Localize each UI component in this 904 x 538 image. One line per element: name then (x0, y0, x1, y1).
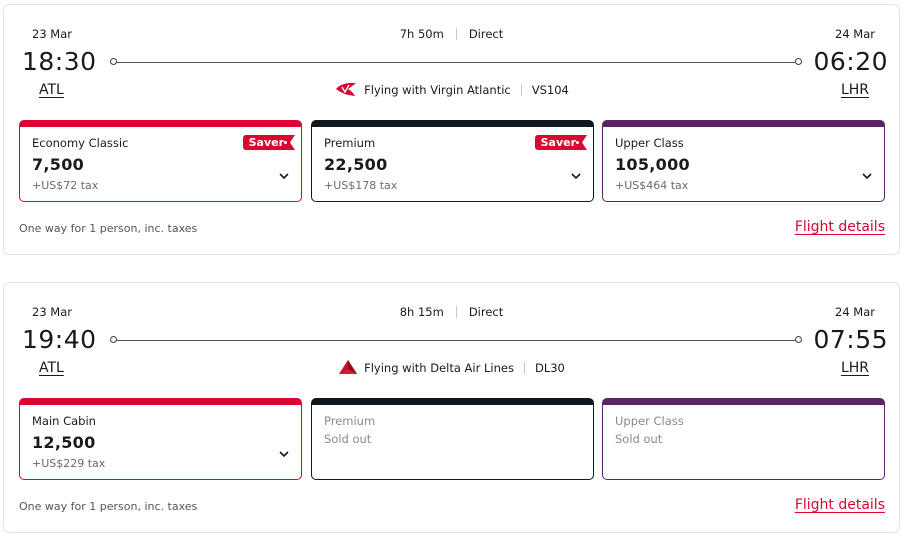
fare-premium: Premium Sold out (311, 398, 594, 480)
flight-details-link[interactable]: Flight details (794, 497, 885, 513)
chevron-down-icon[interactable] (277, 171, 291, 181)
departure-date: 23 Mar (32, 305, 72, 319)
divider (523, 362, 525, 374)
origin-dot (110, 58, 117, 65)
chevron-down-icon[interactable] (277, 449, 291, 459)
arrival-date: 24 Mar (835, 305, 875, 319)
divider (455, 306, 457, 318)
flight-details-link[interactable]: Flight details (794, 219, 885, 235)
fare-class-name: Upper Class (615, 414, 684, 428)
saver-badge: Saver (535, 135, 587, 150)
operator-info: Flying with Virgin Atlantic VS104 (4, 81, 899, 100)
fare-class-name: Premium (324, 414, 376, 428)
route-line (110, 336, 802, 343)
arrival-airport[interactable]: LHR (840, 82, 869, 98)
fare-tax: +US$464 tax (615, 179, 689, 192)
fare-class-name: Economy Classic (32, 136, 129, 150)
departure-airport[interactable]: ATL (39, 360, 64, 376)
fare-economy-classic[interactable]: Economy Classic Saver 7,500 +US$72 tax (19, 120, 302, 202)
flight-number: VS104 (531, 83, 569, 97)
sold-out-label: Sold out (615, 432, 663, 446)
saver-badge: Saver (243, 135, 295, 150)
fare-upper-class: Upper Class Sold out (602, 398, 885, 480)
fare-class-name: Premium (324, 136, 376, 150)
sold-out-label: Sold out (324, 432, 372, 446)
route-line (110, 58, 802, 65)
fare-footnote: One way for 1 person, inc. taxes (19, 222, 198, 235)
origin-dot (110, 336, 117, 343)
flight-summary: 8h 15m Direct (4, 305, 899, 319)
flight-card: 23 Mar 24 Mar 8h 15m Direct 19:40 07:55 A… (3, 282, 900, 533)
divider (520, 84, 522, 96)
divider (455, 28, 457, 40)
chevron-down-icon[interactable] (860, 171, 874, 181)
chevron-down-icon[interactable] (569, 171, 583, 181)
operator-info: Flying with Delta Air Lines DL30 (4, 359, 899, 378)
destination-dot (795, 58, 802, 65)
fare-tax: +US$178 tax (324, 179, 398, 192)
operator-name: Flying with Virgin Atlantic (364, 83, 511, 97)
arrival-time: 07:55 (813, 325, 888, 354)
departure-time: 19:40 (22, 325, 97, 354)
flight-stops: Direct (468, 27, 504, 41)
departure-date: 23 Mar (32, 27, 72, 41)
flight-stops: Direct (468, 305, 504, 319)
fare-main-cabin[interactable]: Main Cabin 12,500 +US$229 tax (19, 398, 302, 480)
flight-card: 23 Mar 24 Mar 7h 50m Direct 18:30 06:20 A… (3, 4, 900, 255)
fare-points: 22,500 (324, 155, 388, 174)
fare-tax: +US$229 tax (32, 457, 106, 470)
operator-name: Flying with Delta Air Lines (364, 361, 514, 375)
fare-premium[interactable]: Premium Saver 22,500 +US$178 tax (311, 120, 594, 202)
departure-airport[interactable]: ATL (39, 82, 64, 98)
arrival-airport[interactable]: LHR (840, 360, 869, 376)
fare-tax: +US$72 tax (32, 179, 99, 192)
flight-summary: 7h 50m Direct (4, 27, 899, 41)
flight-duration: 7h 50m (399, 27, 444, 41)
arrival-time: 06:20 (813, 47, 888, 76)
fare-points: 105,000 (615, 155, 690, 174)
arrival-date: 24 Mar (835, 27, 875, 41)
destination-dot (795, 336, 802, 343)
flight-duration: 8h 15m (399, 305, 444, 319)
delta-logo (338, 359, 358, 378)
departure-time: 18:30 (22, 47, 97, 76)
fare-points: 12,500 (32, 433, 96, 452)
fare-class-name: Upper Class (615, 136, 684, 150)
fare-points: 7,500 (32, 155, 85, 174)
virgin-atlantic-logo (334, 81, 358, 100)
fare-class-name: Main Cabin (32, 414, 96, 428)
flight-number: DL30 (534, 361, 565, 375)
fare-upper-class[interactable]: Upper Class 105,000 +US$464 tax (602, 120, 885, 202)
fare-footnote: One way for 1 person, inc. taxes (19, 500, 198, 513)
